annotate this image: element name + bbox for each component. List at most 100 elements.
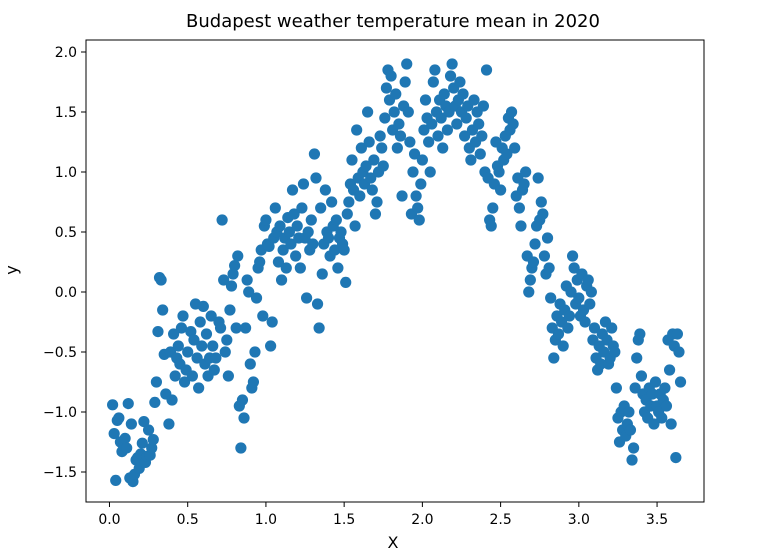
data-point	[332, 262, 344, 274]
data-point	[243, 286, 255, 298]
data-point	[501, 148, 513, 160]
data-point	[351, 124, 363, 136]
data-point	[659, 382, 671, 394]
data-point	[149, 396, 161, 408]
data-point	[152, 326, 164, 338]
data-point	[376, 142, 388, 154]
data-point	[568, 262, 580, 274]
data-point	[205, 310, 217, 322]
y-tick-label: 2.0	[55, 45, 77, 61]
data-point	[178, 376, 191, 388]
data-point	[435, 112, 447, 124]
data-point	[310, 172, 322, 184]
data-point	[396, 190, 408, 202]
data-point	[424, 166, 436, 178]
data-point	[468, 94, 480, 106]
data-point	[418, 124, 430, 136]
data-point	[423, 136, 435, 148]
data-point	[168, 328, 180, 340]
data-point	[307, 238, 319, 250]
data-point	[408, 148, 421, 160]
data-point	[415, 178, 427, 190]
data-point	[673, 346, 685, 358]
data-point	[110, 474, 122, 486]
data-point	[214, 322, 227, 334]
data-point	[585, 286, 597, 298]
data-point	[221, 334, 233, 346]
data-point	[649, 376, 662, 388]
data-point	[197, 300, 209, 312]
x-tick-label: 0.5	[177, 512, 199, 528]
data-point	[108, 428, 120, 440]
data-point	[663, 364, 676, 376]
data-point	[150, 376, 163, 388]
data-point	[163, 418, 175, 430]
data-point	[634, 328, 646, 340]
data-point	[566, 250, 579, 262]
data-point	[444, 70, 457, 82]
data-point	[390, 88, 402, 100]
data-point	[266, 316, 278, 328]
data-point	[355, 142, 367, 154]
data-point	[441, 124, 454, 136]
data-point	[629, 382, 641, 394]
data-point	[219, 346, 231, 358]
data-point	[315, 202, 327, 214]
y-tick-label: −0.5	[43, 345, 77, 361]
data-point	[354, 190, 366, 202]
x-tick-label: 1.0	[255, 512, 277, 528]
data-point	[322, 232, 335, 244]
data-point	[660, 400, 673, 412]
data-point	[518, 178, 530, 190]
data-point	[177, 310, 189, 322]
data-point	[249, 346, 261, 358]
data-point	[437, 142, 449, 154]
data-point	[529, 238, 541, 250]
data-point	[416, 154, 428, 166]
data-point	[280, 262, 292, 274]
x-tick-label: 2.5	[489, 512, 511, 528]
data-point	[627, 442, 640, 454]
data-point	[377, 160, 389, 172]
data-point	[244, 358, 256, 370]
data-point	[294, 262, 306, 274]
data-point	[326, 196, 338, 208]
data-point	[595, 358, 607, 370]
data-point	[671, 328, 684, 340]
data-point	[562, 322, 574, 334]
data-point	[527, 256, 540, 268]
data-point	[260, 214, 272, 226]
data-point	[606, 322, 618, 334]
data-point	[343, 196, 355, 208]
data-point	[419, 94, 432, 106]
data-point	[210, 352, 222, 364]
data-point	[379, 112, 391, 124]
data-point	[407, 166, 419, 178]
data-point	[349, 220, 361, 232]
data-point	[412, 202, 424, 214]
data-point	[254, 256, 266, 268]
data-point	[316, 268, 328, 280]
data-point	[136, 437, 148, 449]
data-point	[524, 274, 536, 286]
data-point	[635, 370, 648, 382]
data-point	[305, 214, 317, 226]
data-point	[426, 118, 438, 130]
data-point	[535, 196, 547, 208]
data-point	[341, 208, 353, 220]
data-point	[222, 370, 234, 382]
data-point	[495, 184, 507, 196]
data-point	[538, 250, 551, 262]
data-point	[229, 260, 241, 272]
data-point	[207, 340, 219, 352]
data-point	[404, 136, 416, 148]
data-point	[369, 208, 382, 220]
data-point	[363, 136, 375, 148]
data-point	[402, 106, 414, 118]
data-point	[520, 166, 532, 178]
data-point	[335, 226, 347, 238]
data-point	[191, 352, 203, 364]
data-point	[218, 274, 230, 286]
data-point	[505, 106, 518, 118]
